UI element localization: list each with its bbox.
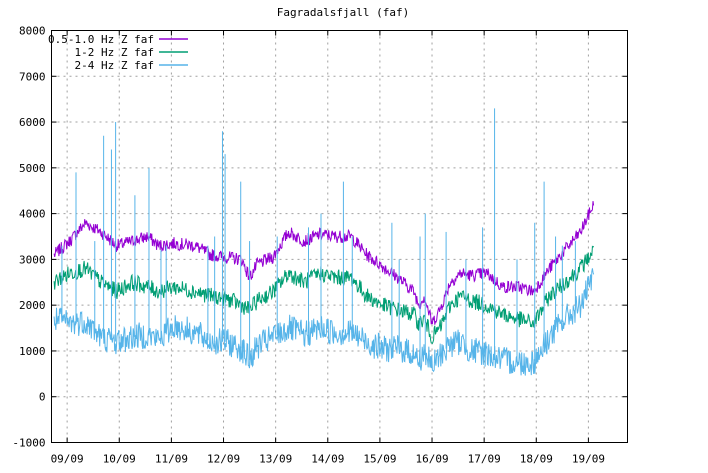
x-tick-label: 15/09 bbox=[363, 453, 396, 466]
series-line bbox=[53, 245, 595, 345]
y-tick-label: 8000 bbox=[19, 25, 46, 38]
x-tick-label: 09/09 bbox=[51, 453, 84, 466]
y-tick-label: 4000 bbox=[19, 208, 46, 221]
x-tick-label: 17/09 bbox=[468, 453, 501, 466]
chart-title: Fagradalsfjall (faf) bbox=[277, 6, 409, 19]
y-tick-label: 5000 bbox=[19, 162, 46, 175]
grid bbox=[51, 30, 628, 443]
x-tick-label: 13/09 bbox=[259, 453, 292, 466]
x-tick-label: 19/09 bbox=[572, 453, 605, 466]
legend-label: 0.5-1.0 Hz Z faf bbox=[48, 33, 154, 46]
legend-label: 2-4 Hz Z faf bbox=[75, 59, 154, 72]
series-line bbox=[53, 201, 595, 325]
y-tick-label: -1000 bbox=[12, 437, 45, 450]
y-axis-ticks: -1000 0 1000 2000 3000 4000 5000 6000 7000 8000 bbox=[12, 25, 628, 450]
x-tick-label: 16/09 bbox=[415, 453, 448, 466]
series-layer bbox=[53, 108, 595, 376]
y-tick-label: 1000 bbox=[19, 345, 46, 358]
x-tick-label: 10/09 bbox=[103, 453, 136, 466]
x-tick-label: 18/09 bbox=[520, 453, 553, 466]
y-tick-label: 3000 bbox=[19, 253, 46, 266]
x-tick-label: 11/09 bbox=[155, 453, 188, 466]
plot-frame bbox=[51, 30, 628, 443]
y-tick-label: 6000 bbox=[19, 116, 46, 129]
x-tick-label: 14/09 bbox=[311, 453, 344, 466]
series-line bbox=[53, 268, 595, 376]
x-tick-label: 12/09 bbox=[207, 453, 240, 466]
y-tick-label: 7000 bbox=[19, 70, 46, 83]
y-tick-label: 0 bbox=[39, 391, 46, 404]
x-axis-ticks: 09/09 10/09 11/09 12/09 13/09 14/09 15/09 16/09… bbox=[51, 30, 605, 466]
legend-label: 1-2 Hz Z faf bbox=[75, 46, 154, 59]
y-tick-label: 2000 bbox=[19, 299, 46, 312]
